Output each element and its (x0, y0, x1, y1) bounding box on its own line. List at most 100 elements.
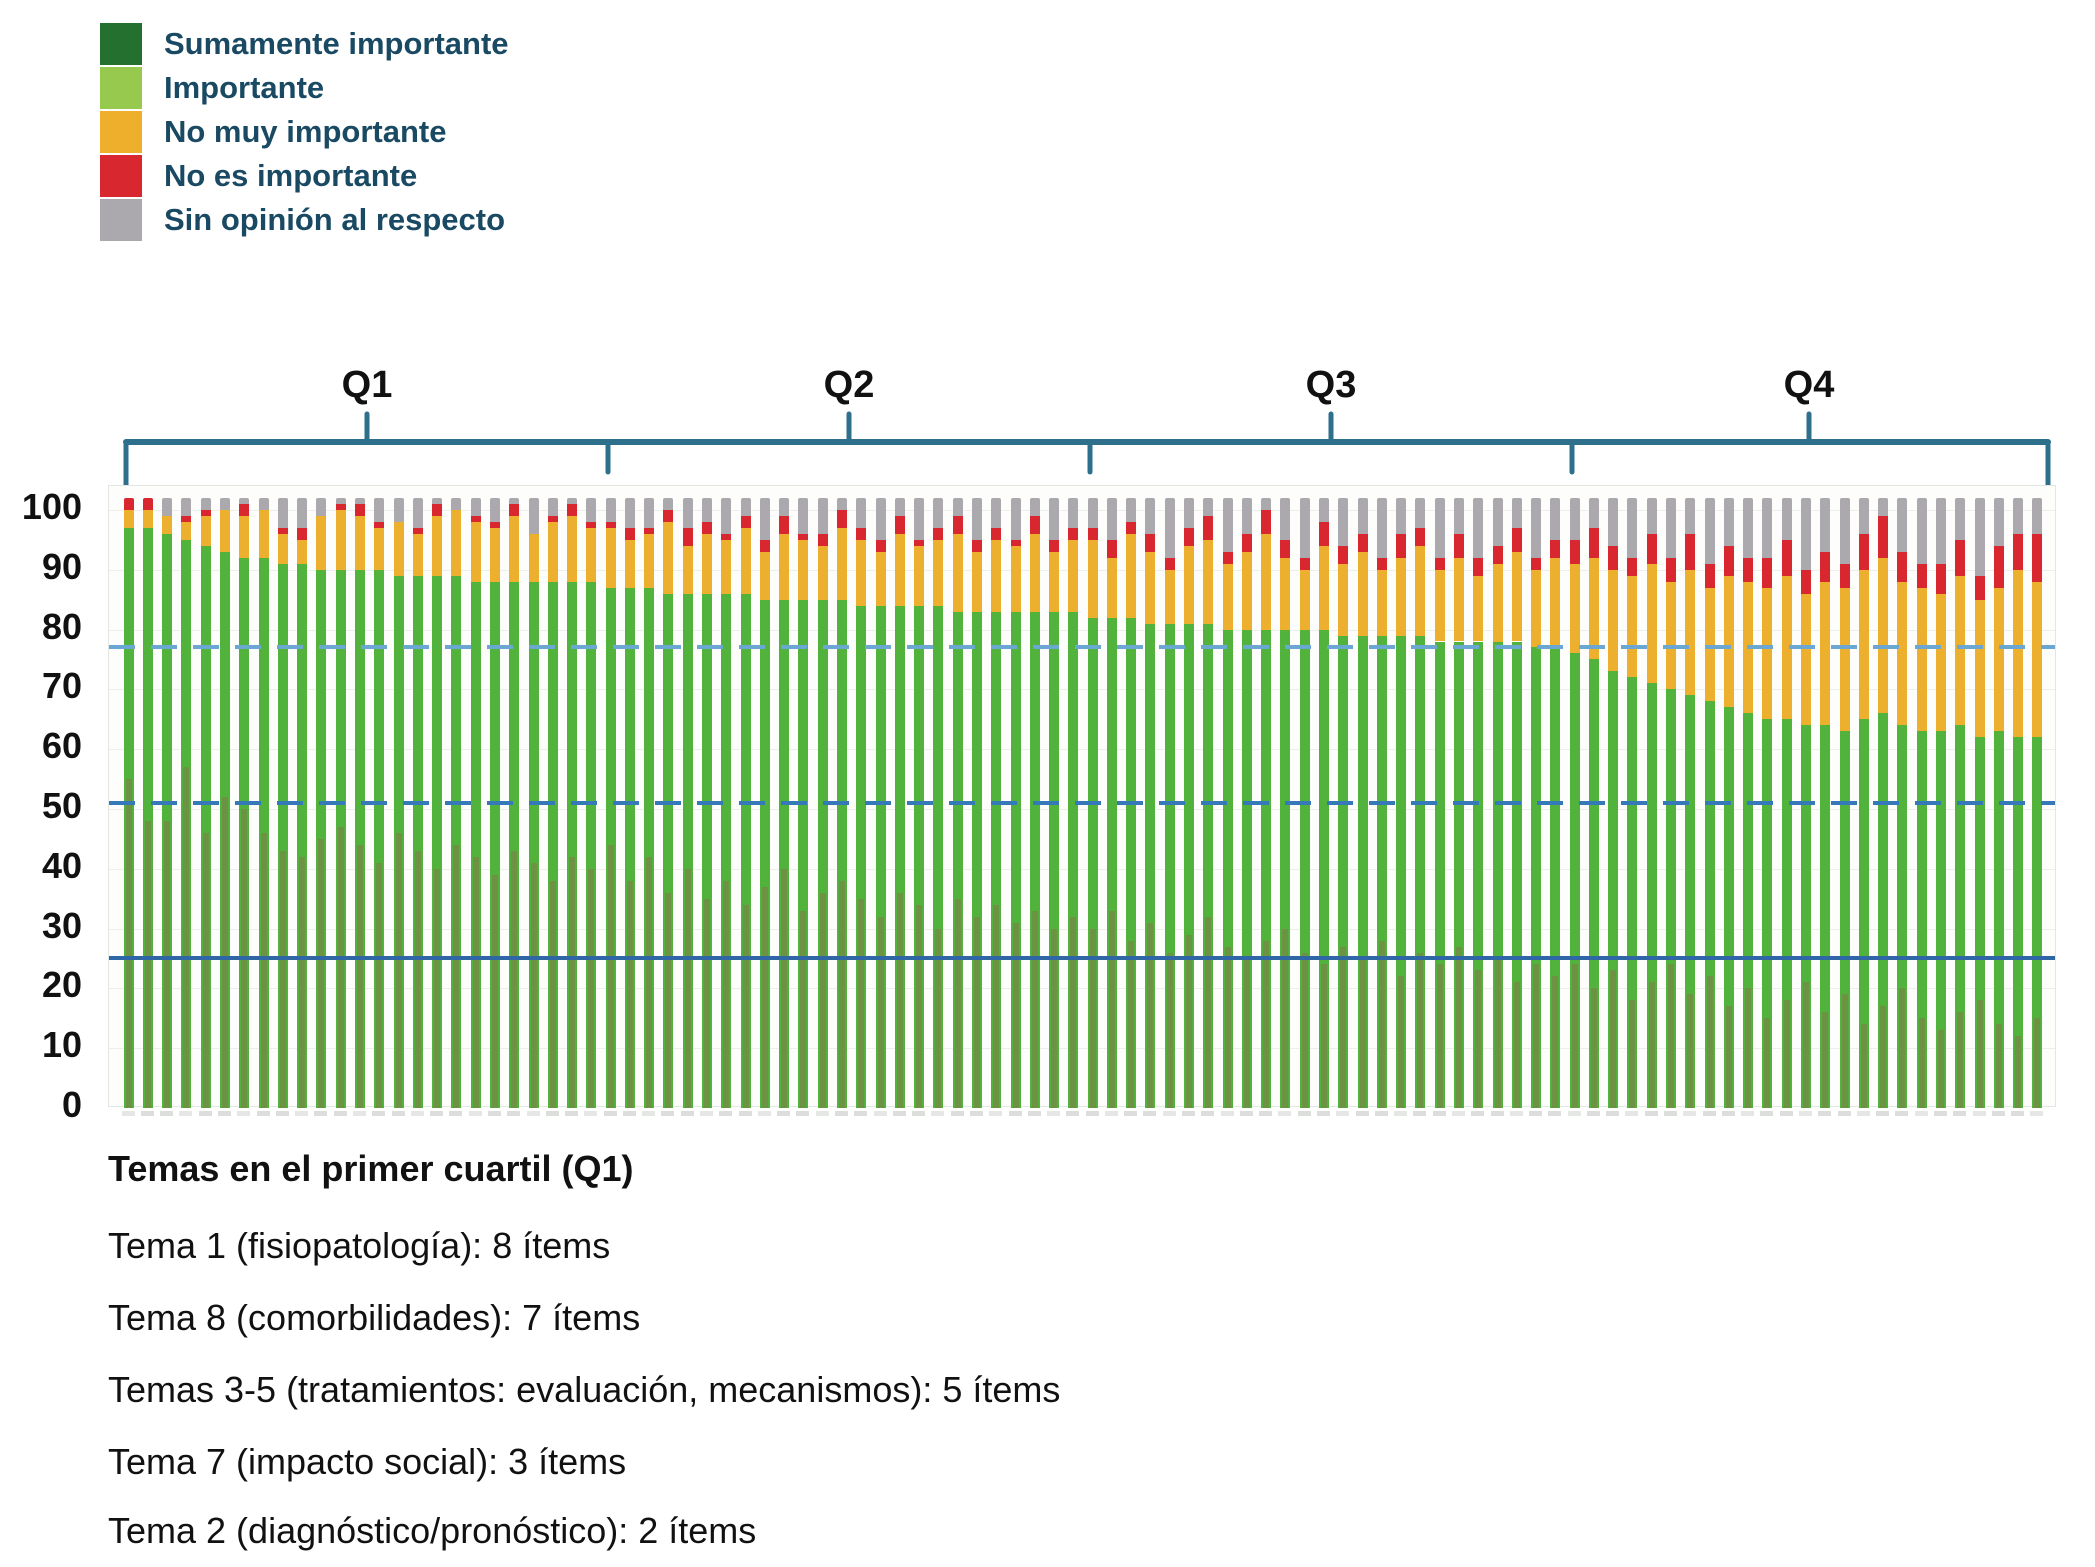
bar-segment (1955, 575, 1966, 726)
bar-segment (2032, 581, 2043, 738)
bar-segment (914, 497, 925, 540)
bar-segment (1781, 539, 1792, 576)
x-axis-label-smudge (873, 1111, 887, 1116)
bar-segment (1608, 497, 1619, 546)
bar-segment (1492, 563, 1503, 642)
bar-segment (1453, 497, 1464, 534)
bar-segment (1588, 527, 1599, 558)
bar-segment (1012, 922, 1019, 1108)
x-axis-label-smudge (1509, 1111, 1523, 1116)
gridline (109, 808, 2055, 810)
bar-segment (798, 599, 809, 1108)
bar-segment (374, 569, 385, 1108)
x-axis-label-smudge (1702, 1111, 1716, 1116)
legend: Sumamente importante Importante No muy i… (100, 22, 509, 242)
bar-segment (1646, 533, 1657, 564)
bar-segment (875, 605, 886, 1108)
bar-segment (1222, 563, 1233, 630)
bar-segment (123, 497, 134, 510)
x-axis-label-smudge (1201, 1111, 1215, 1116)
bar-segment (316, 569, 327, 1108)
bar-segment (684, 868, 691, 1108)
bar-segment (1706, 976, 1713, 1108)
bar-segment (1974, 737, 1985, 1108)
bar-segment (952, 533, 963, 612)
legend-label: Importante (164, 70, 325, 105)
bar-segment (1263, 940, 1270, 1108)
bar-segment (200, 509, 211, 516)
bar-segment (1916, 497, 1927, 564)
bar-segment (1858, 533, 1869, 570)
bar-segment (1417, 952, 1424, 1108)
bar-segment (894, 515, 905, 534)
x-axis-label-smudge (680, 1111, 694, 1116)
bar-segment (1916, 731, 1927, 1108)
bar-segment (260, 832, 267, 1108)
bar-segment (2032, 737, 2043, 1108)
bar-segment (1357, 533, 1368, 552)
bar-segment (1743, 497, 1754, 558)
bar-segment (856, 605, 867, 1108)
bar-segment (1841, 994, 1848, 1108)
bar-segment (1010, 497, 1021, 540)
gridline (109, 689, 2055, 691)
bar-segment (1434, 557, 1445, 570)
bar-segment (357, 844, 363, 1108)
bar-segment (1415, 635, 1426, 1108)
bar-segment (489, 497, 500, 522)
x-axis-label-smudge (1683, 1111, 1697, 1116)
bar-segment (894, 605, 905, 1108)
bar-segment (1319, 497, 1329, 522)
bar-segment (144, 820, 151, 1108)
bar-segment (1280, 629, 1291, 1108)
bar-segment (297, 497, 308, 528)
bar-segment (1974, 497, 1985, 576)
bar-segment (2032, 533, 2043, 582)
bar-segment (1993, 497, 2004, 546)
bar-segment (1301, 952, 1308, 1108)
x-axis-label-smudge (1606, 1111, 1620, 1116)
bar-segment (200, 515, 211, 546)
bar-segment (1029, 533, 1040, 612)
x-axis-label-smudge (1124, 1111, 1138, 1116)
x-axis-label-smudge (1297, 1111, 1311, 1116)
bar-segment (1434, 497, 1445, 558)
y-axis-tick-label: 60 (41, 725, 82, 767)
bar-segment (624, 527, 635, 540)
x-axis-label-smudge (1374, 1111, 1388, 1116)
bar-segment (1513, 982, 1520, 1108)
bar-segment (1241, 533, 1252, 552)
bar-segment (1801, 725, 1811, 1108)
bar-segment (663, 521, 674, 594)
x-axis-label-smudge (1085, 1111, 1099, 1116)
bar-segment (721, 539, 732, 594)
x-axis-label-smudge (642, 1111, 656, 1116)
bar-segment (721, 533, 732, 540)
bar-segment (914, 545, 925, 606)
y-axis-tick-label: 20 (41, 964, 82, 1006)
bar-segment (374, 527, 385, 570)
bar-segment (1376, 557, 1387, 570)
bar-segment (412, 533, 423, 576)
x-axis-label-smudge (1162, 1111, 1176, 1116)
bar-segment (993, 904, 1000, 1108)
bar-segment (1205, 916, 1212, 1108)
bar-segment (1184, 623, 1195, 1108)
bar-segment (819, 892, 826, 1108)
bar-segment (1974, 575, 1985, 600)
x-axis-label-smudge (892, 1111, 906, 1116)
bar-segment (1629, 1000, 1636, 1108)
gridline (109, 988, 2055, 990)
bar-segment (875, 539, 886, 552)
gridline (109, 749, 2055, 751)
x-axis-label-smudge (1991, 1111, 2005, 1116)
bar-segment (1762, 719, 1773, 1108)
bar-segment (1164, 569, 1175, 624)
bar-segment (1839, 587, 1850, 732)
bar-segment (1627, 497, 1638, 558)
bar-segment (991, 611, 1002, 1108)
x-axis-label-smudge (1548, 1111, 1562, 1116)
bar-segment (914, 605, 925, 1108)
x-axis-label-smudge (950, 1111, 964, 1116)
bar-segment (781, 868, 788, 1108)
